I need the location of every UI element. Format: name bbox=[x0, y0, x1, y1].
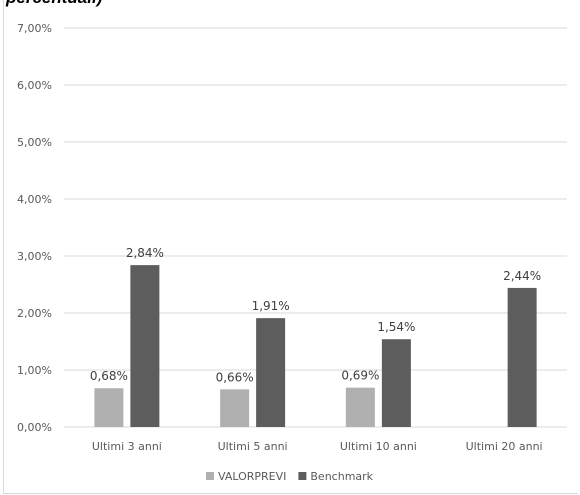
bar-benchmark bbox=[130, 265, 160, 427]
y-tick-label: 0,00% bbox=[17, 421, 52, 434]
x-tick-label: Ultimi 3 anni bbox=[92, 440, 162, 453]
header-text: percentuali) bbox=[6, 0, 102, 8]
y-tick-label: 7,00% bbox=[17, 22, 52, 35]
data-label: 1,91% bbox=[252, 299, 290, 313]
data-label: 2,84% bbox=[126, 246, 164, 260]
legend-swatch bbox=[298, 472, 307, 480]
data-label: 0,66% bbox=[216, 370, 254, 384]
bar-valorprevi bbox=[94, 388, 124, 427]
bar-valorprevi bbox=[345, 387, 375, 427]
y-tick-label: 4,00% bbox=[17, 193, 52, 206]
x-tick-label: Ultimi 10 anni bbox=[340, 440, 417, 453]
legend-label: Benchmark bbox=[310, 470, 373, 483]
x-tick-label: Ultimi 5 anni bbox=[218, 440, 288, 453]
y-tick-label: 2,00% bbox=[17, 307, 52, 320]
bar-benchmark bbox=[507, 287, 537, 427]
bar-benchmark bbox=[381, 339, 411, 427]
chart-frame bbox=[3, 0, 578, 494]
legend-label: VALORPREVI bbox=[218, 470, 286, 483]
data-label: 1,54% bbox=[377, 320, 415, 334]
y-tick-label: 1,00% bbox=[17, 364, 52, 377]
legend-swatch bbox=[206, 472, 214, 480]
y-tick-label: 6,00% bbox=[17, 79, 52, 92]
y-tick-label: 3,00% bbox=[17, 250, 52, 263]
x-tick-label: Ultimi 20 anni bbox=[466, 440, 543, 453]
y-tick-label: 5,00% bbox=[17, 136, 52, 149]
data-label: 0,69% bbox=[341, 369, 379, 383]
bar-valorprevi bbox=[220, 389, 250, 427]
data-label: 0,68% bbox=[90, 369, 128, 383]
data-label: 2,44% bbox=[503, 269, 541, 283]
bar-benchmark bbox=[256, 318, 286, 427]
